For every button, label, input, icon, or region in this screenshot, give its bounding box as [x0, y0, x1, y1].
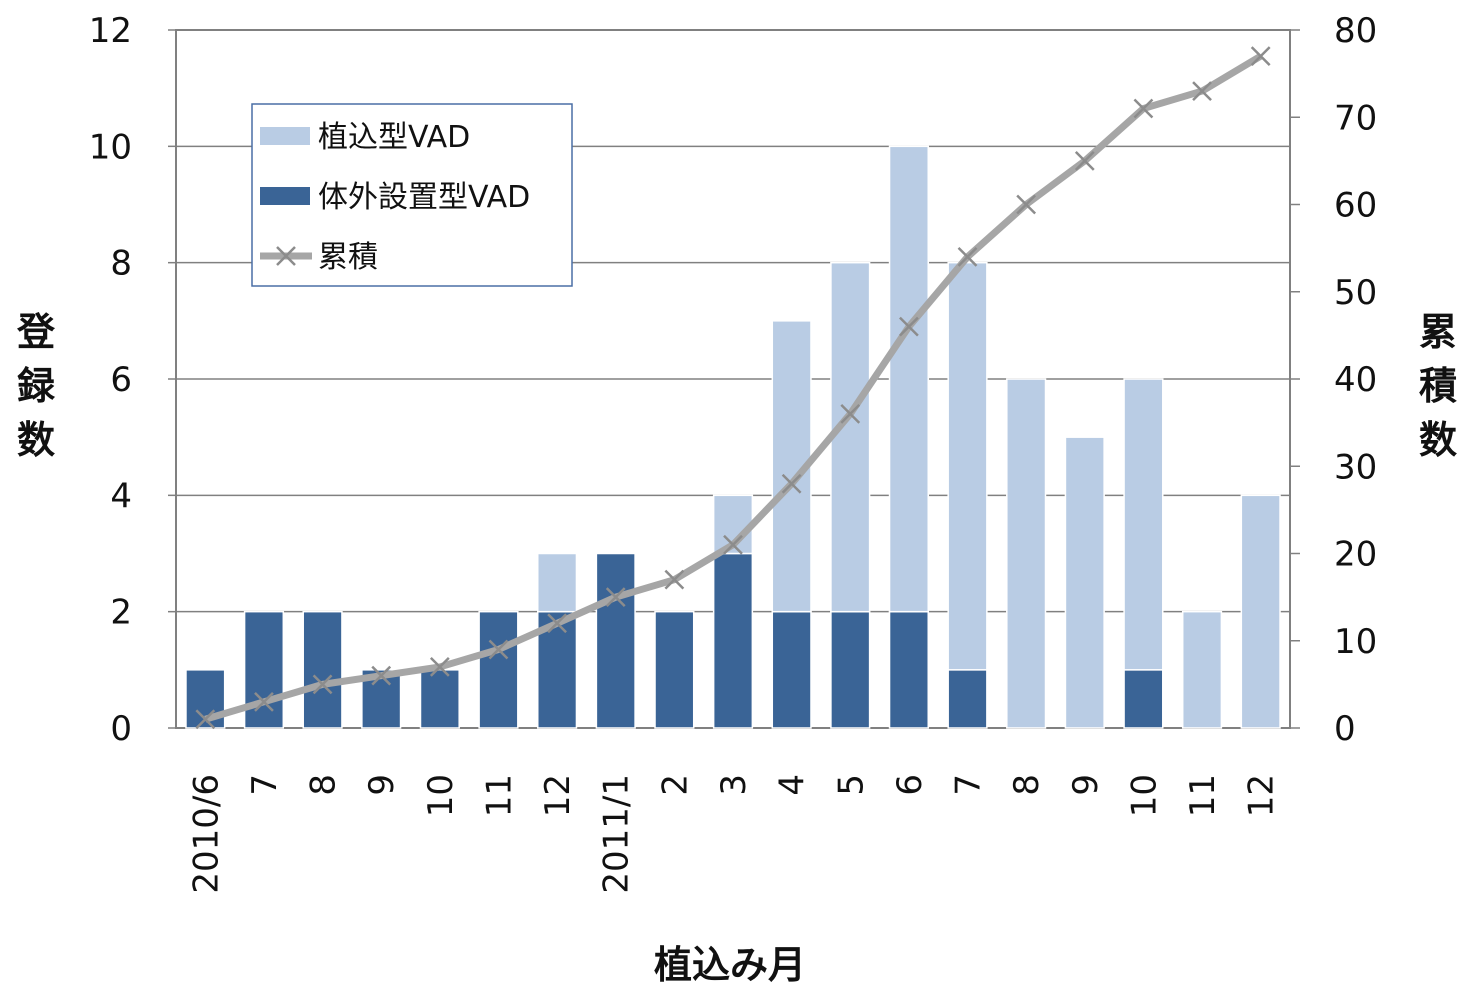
left-axis-title: 登録数: [16, 310, 56, 462]
cumulative-point-marker: [254, 691, 274, 712]
bar-segment-external: [595, 552, 636, 729]
cumulative-point-marker: [488, 639, 509, 660]
bar-segment-implantable: [1181, 610, 1223, 729]
x-tick-label: 12: [538, 774, 578, 817]
x-tick-label: 7: [949, 774, 989, 796]
cumulative-point-marker: [1074, 150, 1095, 171]
cumulative-point-marker: [547, 613, 567, 634]
bar-segment-implantable: [888, 145, 929, 613]
cumulative-point-marker: [957, 246, 978, 267]
x-tick-label: 2: [655, 774, 695, 796]
bar-segment-implantable: [947, 261, 988, 671]
axis-title-char: 数: [17, 418, 55, 462]
y2-tick-label: 60: [1334, 186, 1377, 226]
cumulative-point-marker: [605, 587, 626, 608]
legend-swatch: [260, 187, 310, 205]
y2-tick-label: 10: [1334, 622, 1377, 662]
x-tick-label: 8: [304, 774, 344, 796]
cumulative-point-marker: [312, 674, 333, 695]
cumulative-line-series: [195, 46, 1271, 730]
x-tick-label: 2010/6: [186, 774, 226, 894]
y-tick-label: 6: [110, 360, 132, 400]
x-tick-label: 11: [479, 774, 519, 817]
y2-tick-label: 70: [1334, 98, 1377, 138]
y2-tick-label: 0: [1334, 709, 1356, 749]
y2-tick-label: 40: [1334, 360, 1377, 400]
x-tick-label: 10: [421, 774, 461, 817]
bar-segment-implantable: [1006, 378, 1047, 729]
legend-label: 累積: [318, 240, 378, 275]
right-axis-title: 累積数: [1419, 310, 1457, 462]
bar-segment-external: [419, 669, 460, 729]
x-tick-label: 8: [1007, 774, 1047, 796]
bar-segment-external: [654, 610, 695, 729]
legend-marker: [276, 246, 296, 266]
y-tick-label: 0: [110, 709, 132, 749]
bar-segment-external: [712, 552, 754, 729]
y2-tick-label: 80: [1334, 11, 1377, 51]
legend-label: 体外設置型VAD: [318, 180, 530, 215]
axis-title-char: 録: [17, 364, 56, 408]
right-axis-ticks: 0 10 20 30 40 50 60 70 80: [1290, 11, 1377, 749]
x-tick-label: 4: [773, 774, 813, 796]
bar-segment-implantable: [830, 261, 871, 613]
y-tick-label: 8: [110, 244, 132, 284]
cumulative-point-marker: [1133, 98, 1154, 119]
bar-segment-implantable: [1240, 494, 1281, 729]
bar-segment-external: [947, 669, 988, 729]
cumulative-point-marker: [195, 709, 216, 730]
x-tick-label: 10: [1124, 774, 1164, 817]
axis-title-char: 累: [1419, 310, 1457, 354]
left-axis-ticks: 0 2 4 6 8 10 12: [89, 11, 176, 749]
y-tick-label: 2: [110, 593, 132, 633]
bar-segment-external: [302, 610, 343, 729]
cumulative-point-marker: [899, 316, 919, 337]
x-tick-label: 11: [1183, 774, 1223, 817]
x-tick-label: 7: [245, 774, 285, 796]
y-tick-label: 4: [110, 476, 132, 516]
x-axis-ticks: 2010/6 7 8 9 10 11 12 2011/1 2 3 4 5 6 7 8 9 10 11 12: [186, 774, 1281, 894]
bar-segment-implantable: [537, 552, 578, 613]
x-tick-label: 2011/1: [597, 774, 637, 894]
cumulative-point-marker: [1016, 194, 1037, 215]
cumulative-point-marker: [429, 657, 450, 677]
legend-swatch: [260, 127, 310, 145]
x-axis-title: 植込み月: [654, 943, 806, 986]
bars: [185, 145, 1281, 729]
cumulative-point-marker: [723, 534, 743, 555]
x-tick-label: 3: [714, 774, 754, 796]
legend: 植込型VAD 体外設置型VAD 累積: [251, 103, 573, 287]
bar-segment-external: [888, 610, 929, 729]
bar-segment-external: [243, 610, 285, 729]
bar-segment-external: [1123, 669, 1164, 729]
y2-tick-label: 30: [1334, 447, 1377, 487]
y-tick-label: 10: [89, 127, 132, 167]
cumulative-point-marker: [664, 569, 685, 590]
cumulative-point-marker: [371, 665, 392, 686]
axis-title-char: 積: [1419, 364, 1457, 408]
bar-segment-external: [830, 610, 871, 729]
x-tick-label: 9: [1066, 774, 1106, 796]
bar-segment-implantable: [712, 494, 754, 555]
x-tick-label: 6: [890, 774, 930, 796]
cumulative-point-marker: [1192, 81, 1212, 101]
bar-segment-external: [478, 610, 519, 729]
y2-tick-label: 20: [1334, 535, 1377, 575]
cumulative-point-marker: [1250, 46, 1271, 67]
bar-segment-implantable: [1064, 436, 1105, 729]
x-tick-label: 12: [1242, 774, 1282, 817]
cumulative-point-marker: [840, 404, 861, 424]
legend-label: 植込型VAD: [318, 120, 470, 155]
y-tick-label: 12: [89, 11, 132, 51]
axis-title-char: 登: [16, 310, 56, 354]
cumulative-point-marker: [781, 473, 802, 494]
y2-tick-label: 50: [1334, 273, 1377, 313]
bar-segment-external: [771, 610, 812, 729]
axis-title-char: 数: [1419, 418, 1457, 462]
x-tick-label: 5: [831, 774, 871, 796]
x-tick-label: 9: [362, 774, 402, 796]
bar-segment-implantable: [1123, 378, 1164, 671]
